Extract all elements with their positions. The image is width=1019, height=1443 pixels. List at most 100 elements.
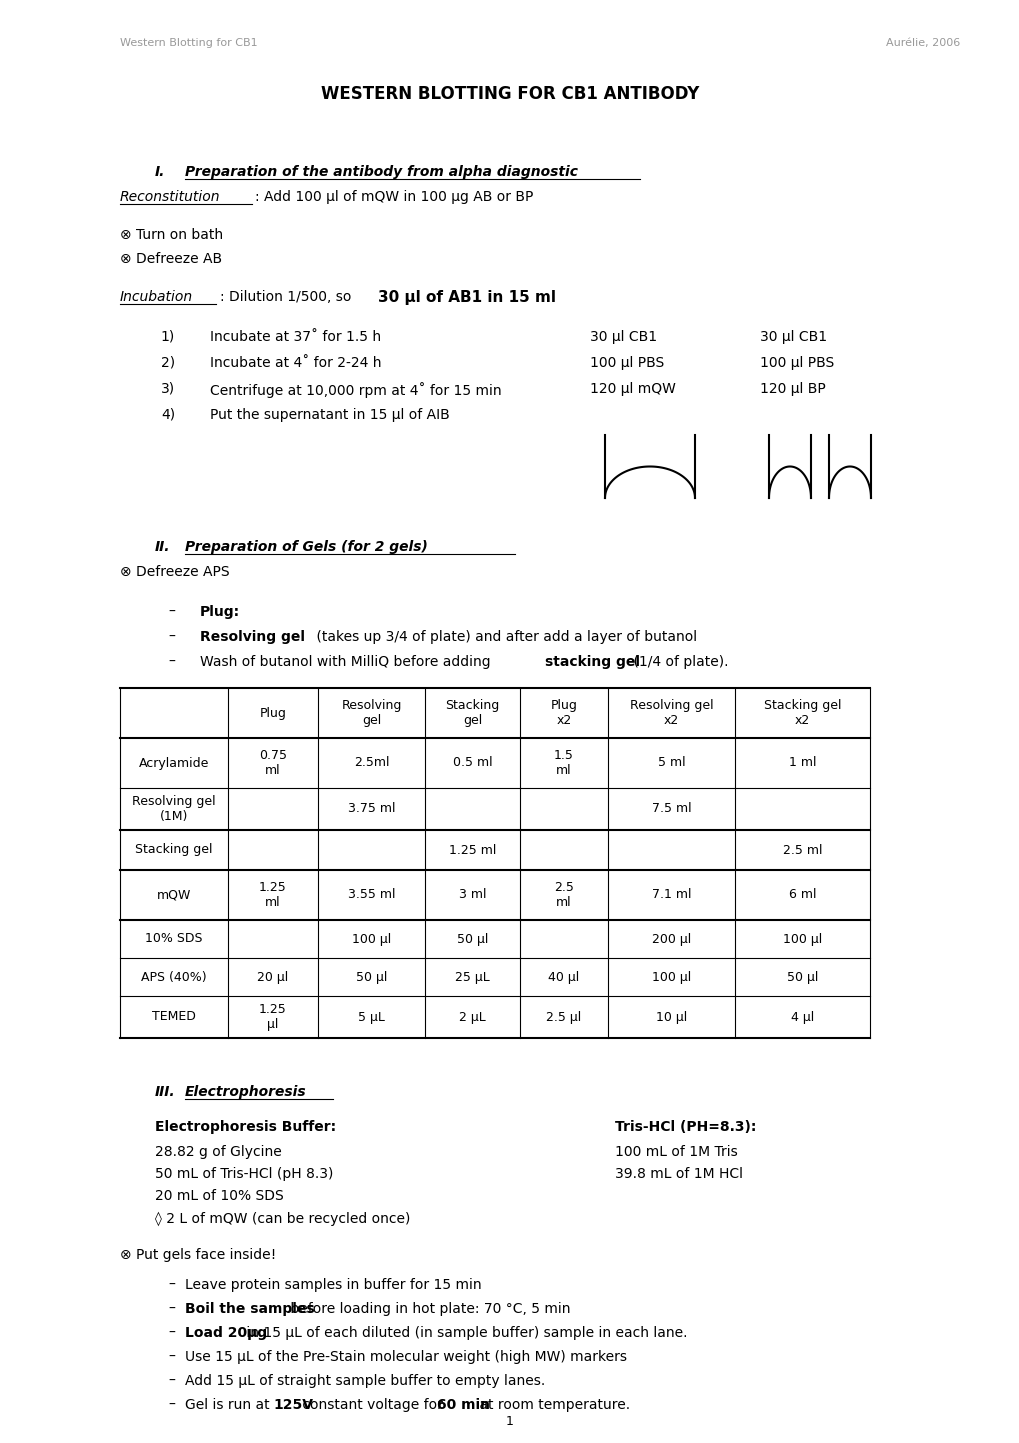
Text: constant voltage for: constant voltage for — [299, 1398, 447, 1413]
Text: 40 µl: 40 µl — [548, 971, 579, 984]
Text: Stacking
gel: Stacking gel — [445, 698, 499, 727]
Text: 1: 1 — [505, 1416, 514, 1429]
Text: 60 min: 60 min — [436, 1398, 489, 1413]
Text: Add 15 µL of straight sample buffer to empty lanes.: Add 15 µL of straight sample buffer to e… — [184, 1374, 545, 1388]
Text: 2.5 ml: 2.5 ml — [782, 844, 821, 857]
Text: : Dilution 1/500, so: : Dilution 1/500, so — [220, 290, 356, 304]
Text: –: – — [168, 1326, 175, 1341]
Text: 7.1 ml: 7.1 ml — [651, 889, 691, 902]
Text: 1 ml: 1 ml — [788, 756, 815, 769]
Text: Tris-HCl (PH=8.3):: Tris-HCl (PH=8.3): — [614, 1120, 756, 1134]
Text: –: – — [168, 655, 175, 670]
Text: Acrylamide: Acrylamide — [139, 756, 209, 769]
Text: Centrifuge at 10,000 rpm at 4˚ for 15 min: Centrifuge at 10,000 rpm at 4˚ for 15 mi… — [210, 382, 501, 398]
Text: Electrophoresis Buffer:: Electrophoresis Buffer: — [155, 1120, 336, 1134]
Text: 1.25
ml: 1.25 ml — [259, 882, 286, 909]
Text: Incubate at 4˚ for 2-24 h: Incubate at 4˚ for 2-24 h — [210, 356, 381, 369]
Text: –: – — [168, 631, 175, 644]
Text: Boil the samples: Boil the samples — [184, 1302, 314, 1316]
Text: 100 µl PBS: 100 µl PBS — [759, 356, 834, 369]
Text: III.: III. — [155, 1085, 175, 1100]
Text: before loading in hot plate: 70 °C, 5 min: before loading in hot plate: 70 °C, 5 mi… — [285, 1302, 570, 1316]
Text: 6 ml: 6 ml — [788, 889, 815, 902]
Text: 28.82 g of Glycine: 28.82 g of Glycine — [155, 1144, 281, 1159]
Text: Preparation of Gels (for 2 gels): Preparation of Gels (for 2 gels) — [184, 540, 427, 554]
Text: 2): 2) — [161, 356, 175, 369]
Text: : Add 100 µl of mQW in 100 µg AB or BP: : Add 100 µl of mQW in 100 µg AB or BP — [255, 190, 533, 203]
Text: 1.25
µl: 1.25 µl — [259, 1003, 286, 1030]
Text: 2.5 µl: 2.5 µl — [546, 1010, 581, 1023]
Text: 3): 3) — [161, 382, 175, 395]
Text: in 15 µL of each diluted (in sample buffer) sample in each lane.: in 15 µL of each diluted (in sample buff… — [242, 1326, 687, 1341]
Text: 10% SDS: 10% SDS — [145, 932, 203, 945]
Text: 50 µl: 50 µl — [786, 971, 817, 984]
Text: ◊ 2 L of mQW (can be recycled once): ◊ 2 L of mQW (can be recycled once) — [155, 1211, 410, 1225]
Text: mQW: mQW — [157, 889, 191, 902]
Text: 50 mL of Tris-HCl (pH 8.3): 50 mL of Tris-HCl (pH 8.3) — [155, 1167, 333, 1180]
Text: Stacking gel
x2: Stacking gel x2 — [763, 698, 841, 727]
Text: 0.75
ml: 0.75 ml — [259, 749, 286, 776]
Text: 2.5ml: 2.5ml — [354, 756, 389, 769]
Text: at room temperature.: at room temperature. — [474, 1398, 630, 1413]
Text: 50 µl: 50 µl — [356, 971, 387, 984]
Text: I.: I. — [155, 165, 165, 179]
Text: 30 µl CB1: 30 µl CB1 — [759, 330, 826, 343]
Text: –: – — [168, 1374, 175, 1388]
Text: stacking gel: stacking gel — [544, 655, 639, 670]
Text: Resolving gel
(1M): Resolving gel (1M) — [132, 795, 216, 823]
Text: 100 mL of 1M Tris: 100 mL of 1M Tris — [614, 1144, 737, 1159]
Text: 3.75 ml: 3.75 ml — [347, 802, 395, 815]
Text: 1.5
ml: 1.5 ml — [553, 749, 574, 776]
Text: 0.5 ml: 0.5 ml — [452, 756, 492, 769]
Text: ⊗ Defreeze AB: ⊗ Defreeze AB — [120, 253, 222, 266]
Text: Electrophoresis: Electrophoresis — [184, 1085, 307, 1100]
Text: Use 15 µL of the Pre-Stain molecular weight (high MW) markers: Use 15 µL of the Pre-Stain molecular wei… — [184, 1351, 627, 1364]
Text: II.: II. — [155, 540, 170, 554]
Text: Aurélie, 2006: Aurélie, 2006 — [884, 38, 959, 48]
Text: 1): 1) — [161, 330, 175, 343]
Text: Incubate at 37˚ for 1.5 h: Incubate at 37˚ for 1.5 h — [210, 330, 381, 343]
Text: 4): 4) — [161, 408, 175, 421]
Text: –: – — [168, 1278, 175, 1291]
Text: 200 µl: 200 µl — [651, 932, 691, 945]
Text: 30 µl CB1: 30 µl CB1 — [589, 330, 656, 343]
Text: Put the supernatant in 15 µl of AIB: Put the supernatant in 15 µl of AIB — [210, 408, 449, 421]
Text: APS (40%): APS (40%) — [141, 971, 207, 984]
Text: –: – — [168, 1398, 175, 1413]
Text: 5 ml: 5 ml — [657, 756, 685, 769]
Text: Incubation: Incubation — [120, 290, 193, 304]
Text: 4 µl: 4 µl — [790, 1010, 813, 1023]
Text: 5 µL: 5 µL — [358, 1010, 384, 1023]
Text: –: – — [168, 1302, 175, 1316]
Text: Wash of butanol with MilliQ before adding: Wash of butanol with MilliQ before addin… — [200, 655, 494, 670]
Text: Western Blotting for CB1: Western Blotting for CB1 — [120, 38, 258, 48]
Text: ⊗ Put gels face inside!: ⊗ Put gels face inside! — [120, 1248, 276, 1263]
Text: 10 µl: 10 µl — [655, 1010, 687, 1023]
Text: 20 mL of 10% SDS: 20 mL of 10% SDS — [155, 1189, 283, 1203]
Text: Gel is run at: Gel is run at — [184, 1398, 274, 1413]
Text: Plug
x2: Plug x2 — [550, 698, 577, 727]
Text: Load 20µg: Load 20µg — [184, 1326, 267, 1341]
Text: Preparation of the antibody from alpha diagnostic: Preparation of the antibody from alpha d… — [184, 165, 578, 179]
Text: 100 µl: 100 µl — [651, 971, 691, 984]
Text: 100 µl: 100 µl — [352, 932, 390, 945]
Text: 30 µl of AB1 in 15 ml: 30 µl of AB1 in 15 ml — [378, 290, 555, 304]
Text: Stacking gel: Stacking gel — [136, 844, 213, 857]
Text: 7.5 ml: 7.5 ml — [651, 802, 691, 815]
Text: 125V: 125V — [273, 1398, 313, 1413]
Text: Leave protein samples in buffer for 15 min: Leave protein samples in buffer for 15 m… — [184, 1278, 481, 1291]
Text: (1/4 of plate).: (1/4 of plate). — [629, 655, 728, 670]
Text: ⊗ Defreeze APS: ⊗ Defreeze APS — [120, 566, 229, 579]
Text: Resolving
gel: Resolving gel — [341, 698, 401, 727]
Text: 1.25 ml: 1.25 ml — [448, 844, 495, 857]
Text: Plug: Plug — [259, 707, 286, 720]
Text: 39.8 mL of 1M HCl: 39.8 mL of 1M HCl — [614, 1167, 742, 1180]
Text: 25 µL: 25 µL — [454, 971, 489, 984]
Text: 120 µl BP: 120 µl BP — [759, 382, 825, 395]
Text: WESTERN BLOTTING FOR CB1 ANTIBODY: WESTERN BLOTTING FOR CB1 ANTIBODY — [321, 85, 698, 102]
Text: 50 µl: 50 µl — [457, 932, 488, 945]
Text: (takes up 3/4 of plate) and after add a layer of butanol: (takes up 3/4 of plate) and after add a … — [312, 631, 696, 644]
Text: Resolving gel
x2: Resolving gel x2 — [629, 698, 712, 727]
Text: –: – — [168, 1351, 175, 1364]
Text: 3 ml: 3 ml — [459, 889, 486, 902]
